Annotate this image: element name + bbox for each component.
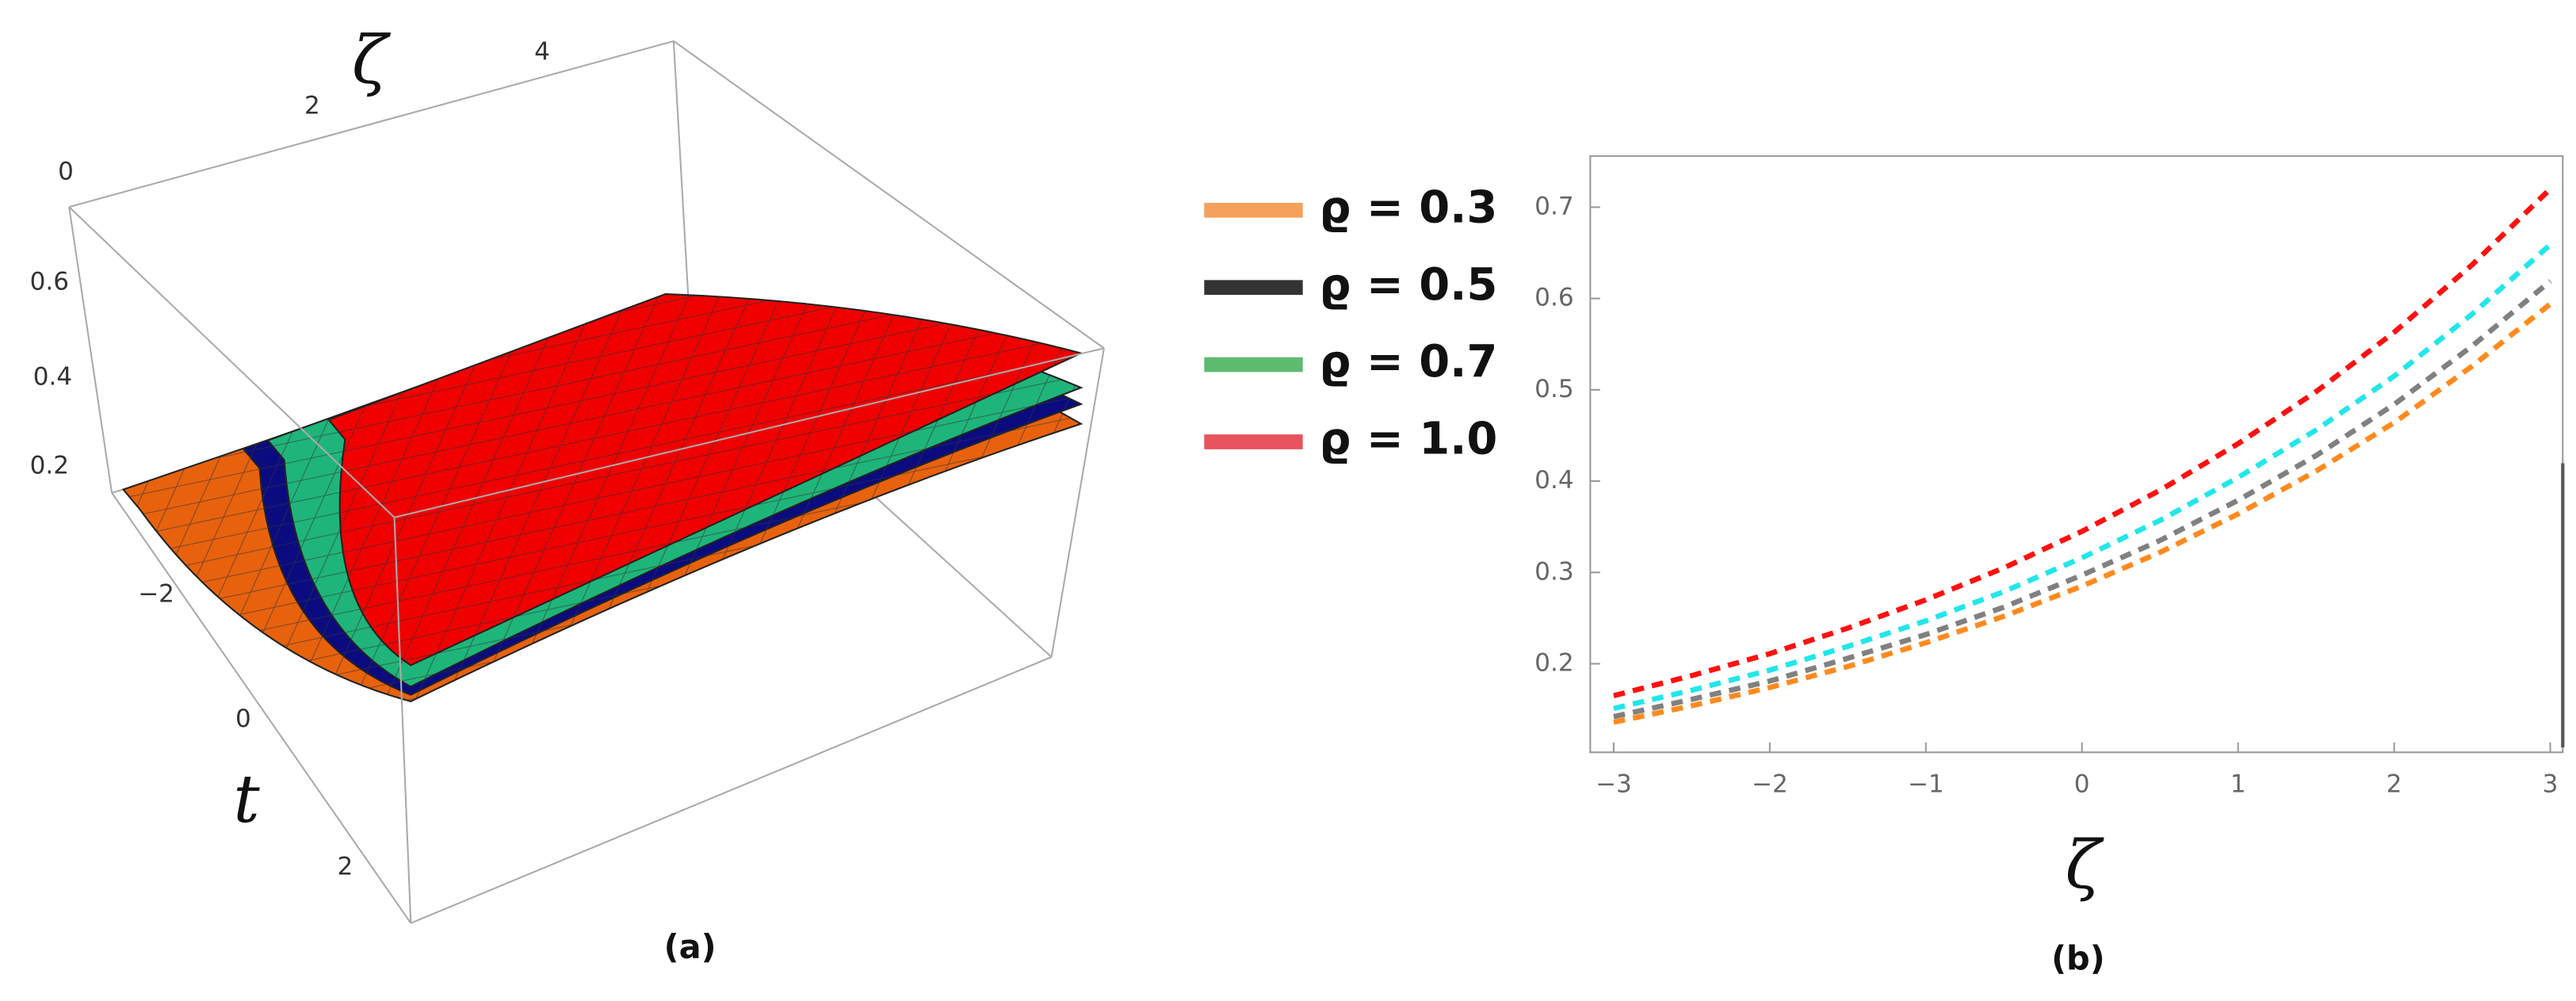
x-tick-label: 0: [2074, 770, 2090, 799]
x-tick-label: 1: [2230, 770, 2246, 799]
y-tick-label: 0.5: [1535, 375, 1573, 403]
line-series: [1613, 186, 2552, 698]
box-front: [68, 206, 1105, 924]
legend-label: ϱ = 0.3: [1319, 181, 1497, 233]
y-tick-label: −2: [138, 579, 174, 608]
x-tick-label: 2: [2387, 770, 2402, 799]
y-axis-label: t: [233, 761, 260, 838]
x-tick-label: 3: [2543, 770, 2559, 799]
z-tick-label: 0.2: [30, 452, 69, 480]
x-tick-label: −1: [1908, 770, 1944, 799]
x-tick-label: 0: [58, 158, 74, 186]
x-tick-label: 4: [534, 37, 550, 66]
x-tick-label: 2: [304, 92, 320, 120]
y-tick-label: 0.2: [1535, 648, 1573, 677]
plot-frame: [1589, 155, 2564, 754]
surface-mesh: [328, 293, 1081, 666]
x-tick-label: −3: [1596, 770, 1632, 799]
y-tick-label: 0.4: [1535, 466, 1573, 495]
x-tick-label: −2: [1752, 770, 1788, 799]
z-tick-label: 0.6: [30, 267, 69, 296]
y-tick-label: 0: [235, 705, 251, 733]
legend-label: ϱ = 1.0: [1319, 414, 1497, 465]
caption: (a): [664, 928, 717, 966]
line-series: [1613, 243, 2552, 712]
x-axis-label: ζ: [2066, 827, 2105, 904]
caption: (b): [2051, 939, 2105, 977]
legend-label: ϱ = 0.7: [1319, 336, 1497, 388]
y-tick-label: 0.3: [1535, 557, 1573, 586]
y-tick-label: 2: [337, 852, 353, 881]
z-tick-label: 0.4: [33, 363, 72, 392]
line-series: [1613, 279, 2552, 720]
line-series: [1613, 301, 2552, 725]
y-tick-label: 0.6: [1535, 284, 1573, 312]
legend-label: ϱ = 0.5: [1319, 259, 1497, 311]
surfaces: [121, 292, 1084, 703]
y-tick-label: 0.7: [1535, 192, 1573, 220]
x-axis-label: ζ: [352, 21, 392, 98]
